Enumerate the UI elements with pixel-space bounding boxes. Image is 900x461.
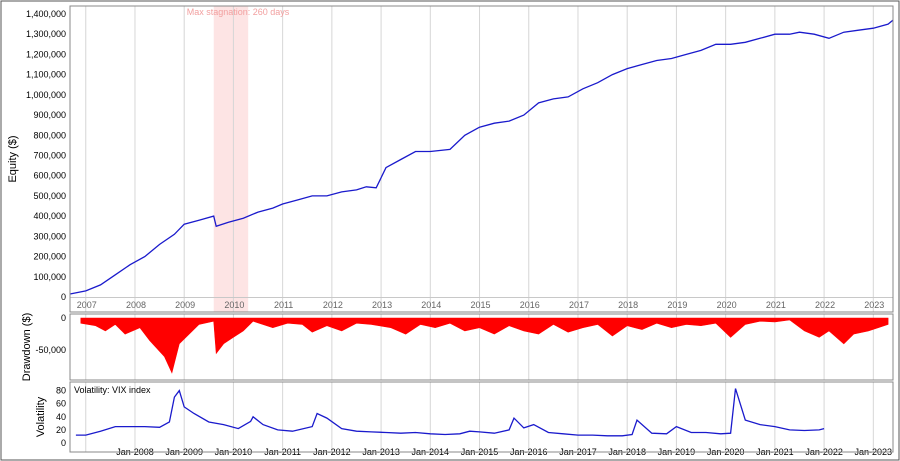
drawdown-y-tick-labels: 0 -50,000 — [35, 313, 66, 355]
drawdown-panel: 0 -50,000 Drawdown ($) — [21, 313, 894, 381]
equity-axis-title: Equity ($) — [7, 135, 19, 182]
drawdown-series-area — [80, 317, 889, 374]
equity-y-tick: 500,000 — [33, 191, 66, 201]
equity-y-tick: 0 — [61, 292, 66, 302]
volatility-y-tick: 60 — [56, 399, 66, 409]
equity-gridlines — [70, 6, 893, 312]
equity-year-label: 2018 — [618, 300, 638, 310]
equity-year-label: 2014 — [421, 300, 441, 310]
equity-y-tick: 1,000,000 — [26, 90, 66, 100]
equity-y-tick: 900,000 — [33, 110, 66, 120]
volatility-panel-label: Volatility: VIX index — [74, 385, 151, 395]
volatility-gridlines — [85, 382, 874, 452]
equity-year-label: 2009 — [175, 300, 195, 310]
drawdown-y-tick: -50,000 — [35, 345, 66, 355]
equity-year-label: 2017 — [569, 300, 589, 310]
equity-y-tick: 200,000 — [33, 252, 66, 262]
vix-series-line — [75, 388, 825, 437]
equity-year-label: 2019 — [667, 300, 687, 310]
equity-year-label: 2022 — [815, 300, 835, 310]
volatility-y-tick-labels: 0 20 40 60 80 — [56, 386, 66, 448]
equity-year-label: 2010 — [224, 300, 244, 310]
equity-year-label: 2007 — [77, 300, 97, 310]
equity-year-label: 2012 — [323, 300, 343, 310]
equity-panel: 0 100,000 200,000 300,000 400,000 500,000 600,… — [7, 5, 894, 313]
equity-y-tick: 700,000 — [33, 151, 66, 161]
equity-year-label: 2008 — [126, 300, 146, 310]
volatility-y-tick: 0 — [61, 438, 66, 448]
stagnation-highlight — [213, 6, 249, 312]
equity-year-label: 2016 — [520, 300, 540, 310]
equity-y-tick: 1,300,000 — [26, 29, 66, 39]
equity-y-tick: 400,000 — [33, 211, 66, 221]
volatility-y-tick: 80 — [56, 386, 66, 396]
equity-y-tick: 1,400,000 — [26, 9, 66, 19]
equity-y-tick: 100,000 — [33, 272, 66, 282]
equity-year-label: 2015 — [470, 300, 490, 310]
equity-year-label: 2011 — [274, 300, 293, 310]
volatility-y-tick: 20 — [56, 425, 66, 435]
equity-year-label: 2021 — [766, 300, 786, 310]
equity-y-tick: 1,100,000 — [26, 70, 66, 80]
equity-series-line — [69, 19, 894, 295]
equity-year-label: 2023 — [864, 300, 884, 310]
equity-y-tick: 1,200,000 — [26, 49, 66, 59]
equity-year-label: 2013 — [372, 300, 392, 310]
drawdown-plot-frame — [69, 313, 894, 381]
drawdown-axis-title: Drawdown ($) — [21, 313, 33, 381]
equity-plot-frame — [69, 5, 894, 313]
equity-year-label: 2020 — [717, 300, 737, 310]
stagnation-annotation: Max stagnation: 260 days — [187, 7, 290, 17]
equity-y-tick: 300,000 — [33, 231, 66, 241]
volatility-axis-title: Volatility — [35, 396, 47, 437]
volatility-plot-frame — [69, 381, 894, 453]
drawdown-y-tick: 0 — [61, 313, 66, 323]
volatility-y-tick: 40 — [56, 412, 66, 422]
equity-y-tick-labels: 0 100,000 200,000 300,000 400,000 500,000 600,… — [26, 9, 66, 302]
equity-y-tick: 800,000 — [33, 130, 66, 140]
equity-y-tick: 600,000 — [33, 171, 66, 181]
equity-year-labels: 2007 2008 2009 2010 2011 2012 2013 2014 2015 2016… — [77, 300, 885, 310]
